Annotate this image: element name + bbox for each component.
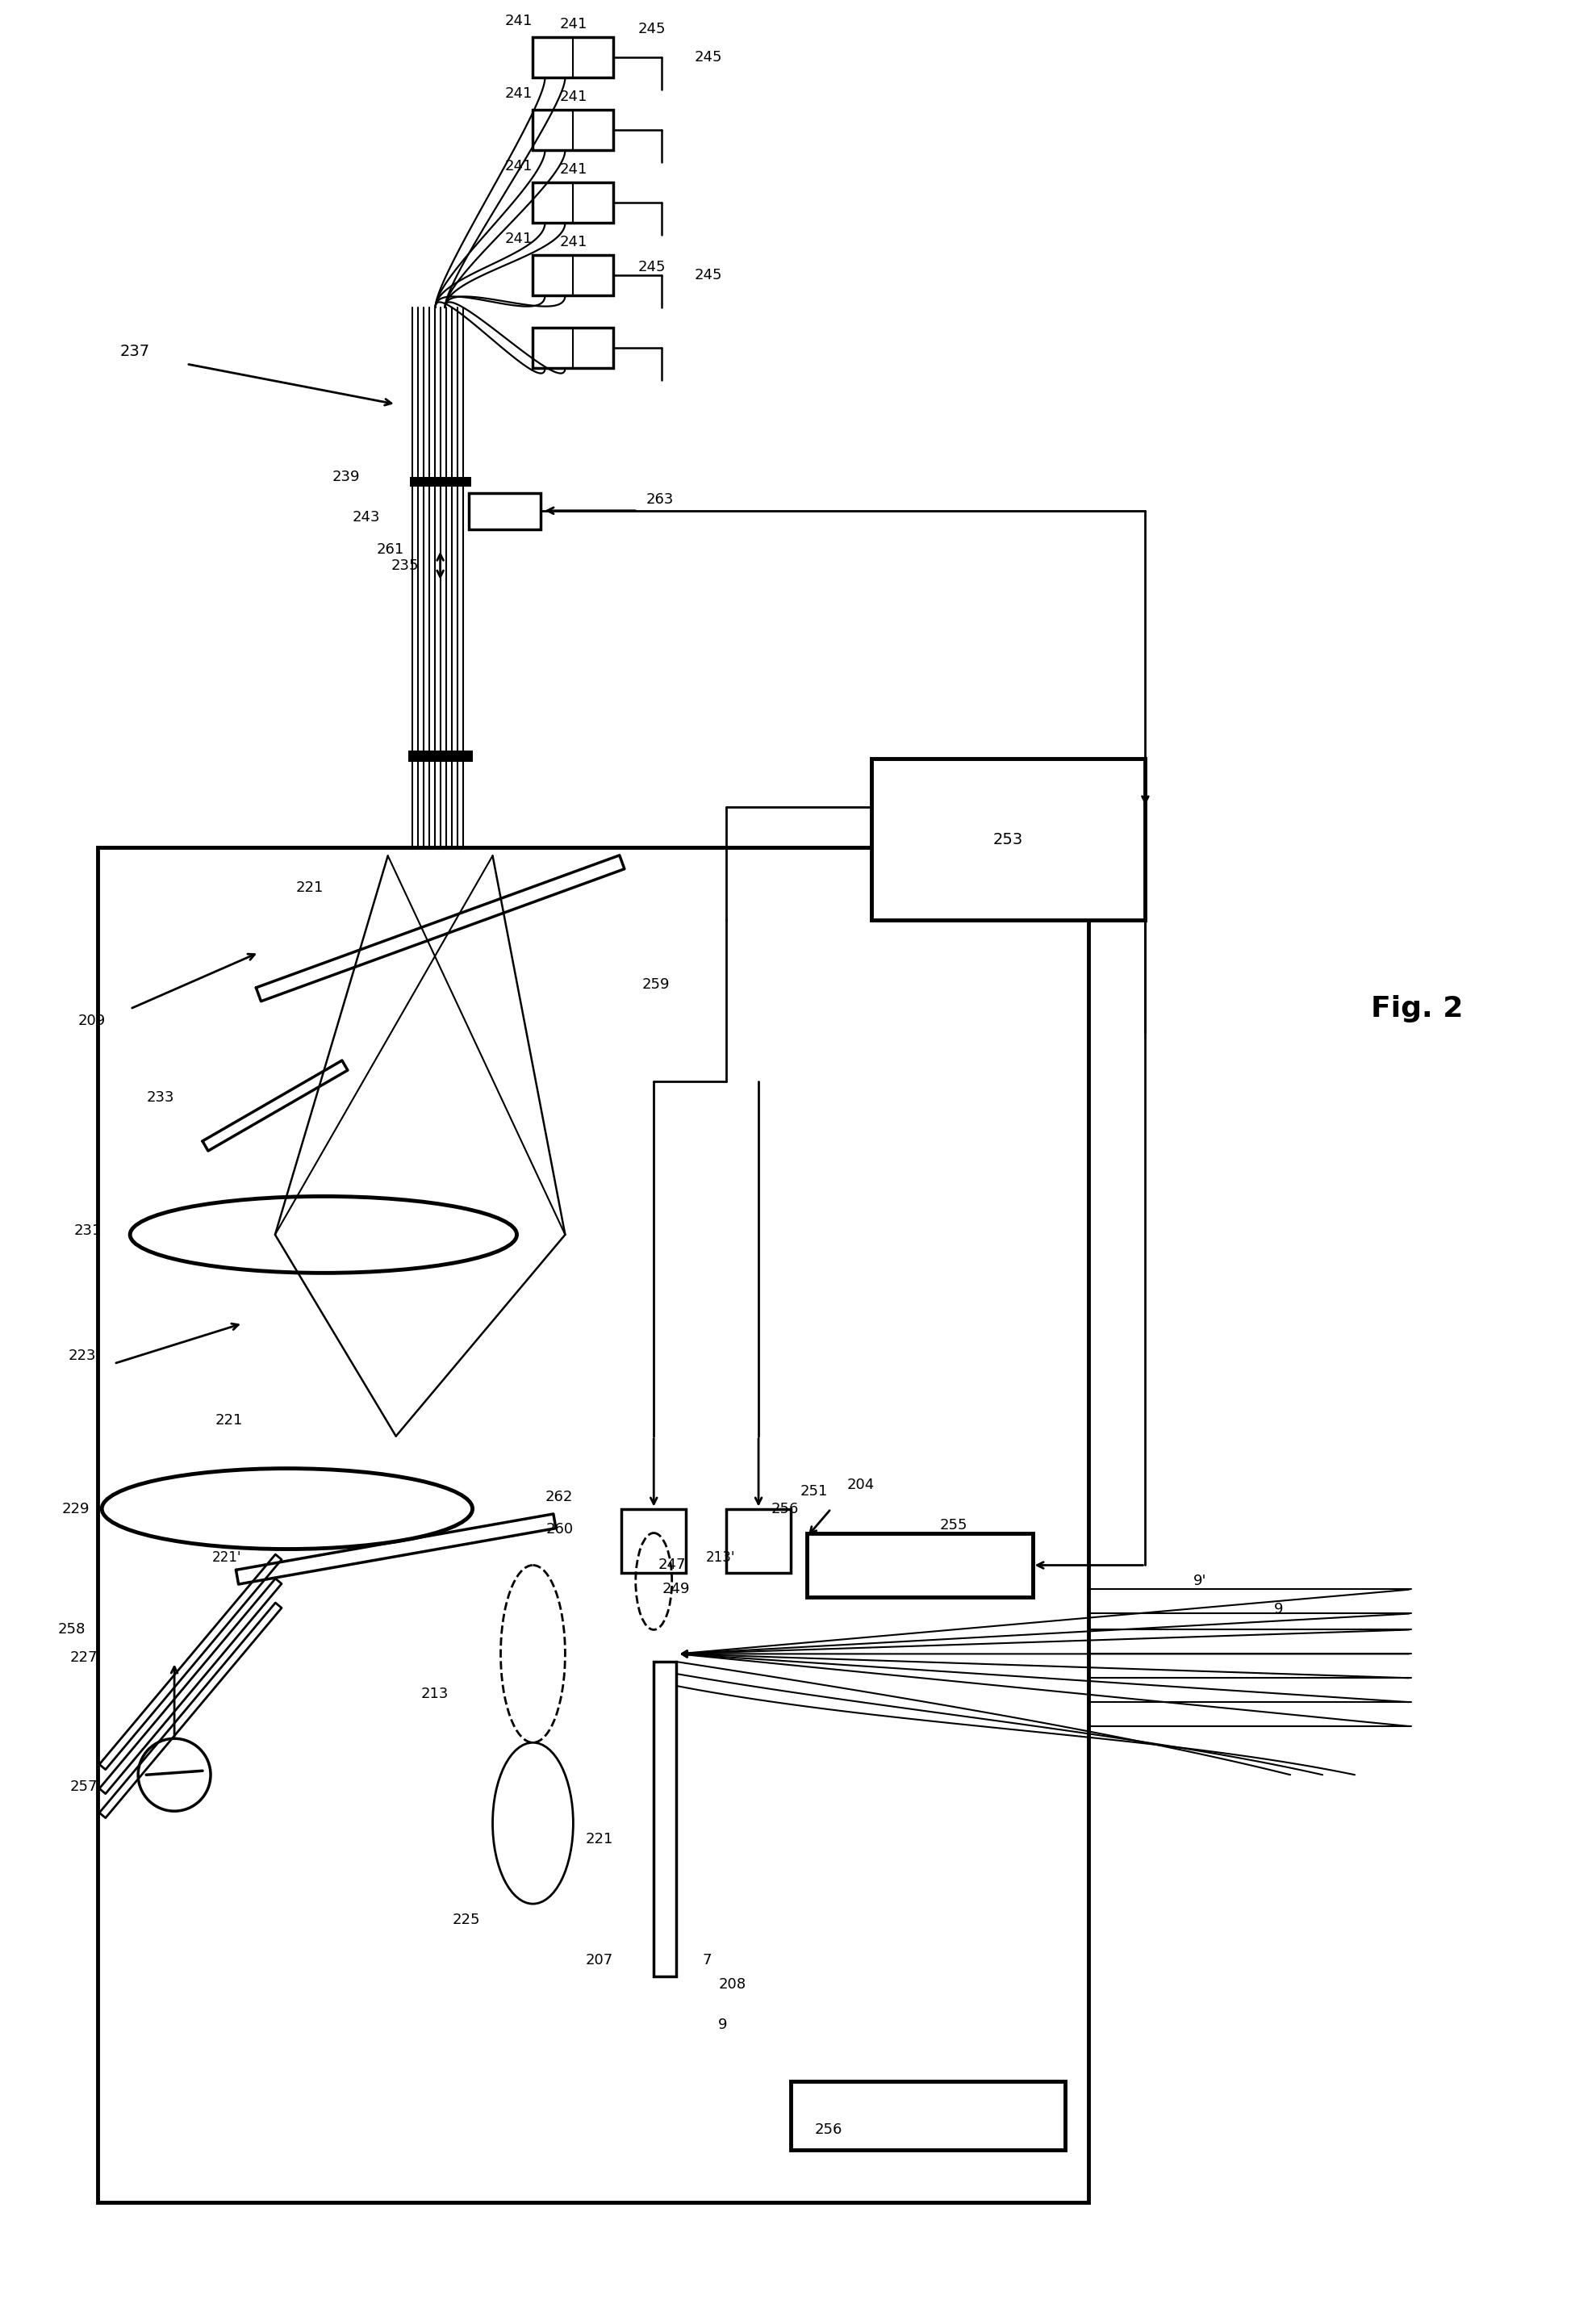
Bar [621,1509,686,1573]
Text: 245: 245 [694,51,721,64]
Text: 221: 221 [586,1833,613,1847]
Text: 213: 213 [421,1686,448,1702]
Text: 229: 229 [62,1502,89,1516]
Text: 263: 263 [646,492,674,506]
Text: 241: 241 [504,87,533,101]
Bar [871,759,1146,920]
Text: 256: 256 [816,2123,843,2137]
Text: 241: 241 [559,90,587,104]
Bar [97,849,1088,2201]
Bar [533,37,613,78]
Text: 262: 262 [546,1490,573,1504]
Bar [654,1663,677,1976]
Bar [726,1509,790,1573]
Text: 253: 253 [993,833,1023,846]
Text: Fig. 2: Fig. 2 [1371,996,1464,1024]
Text: 231: 231 [73,1224,102,1237]
Text: 207: 207 [586,1953,613,1966]
Text: 233: 233 [147,1090,174,1104]
Text: 9': 9' [1194,1573,1207,1589]
Bar [533,255,613,294]
Text: 257: 257 [70,1780,97,1794]
Text: 209: 209 [78,1014,105,1028]
Text: 247: 247 [658,1557,686,1573]
Text: 241: 241 [559,16,587,32]
Text: 235: 235 [391,559,418,573]
Text: 223: 223 [69,1348,96,1364]
Text: 241: 241 [504,14,533,28]
Text: 245: 245 [694,269,721,283]
Bar [533,110,613,150]
Text: 9: 9 [1274,1603,1283,1617]
Text: 241: 241 [504,159,533,175]
Text: 227: 227 [70,1651,97,1665]
Text: 260: 260 [546,1523,573,1536]
Text: 9: 9 [718,2017,728,2031]
Bar [808,1534,1033,1598]
Text: 249: 249 [662,1582,689,1596]
Bar [533,327,613,368]
Bar [410,476,471,488]
Text: 241: 241 [559,163,587,177]
Text: 245: 245 [638,260,666,274]
Text: 251: 251 [801,1484,828,1497]
Text: 221: 221 [295,881,324,895]
Text: 243: 243 [353,511,380,524]
Bar [790,2082,1065,2150]
Text: 255: 255 [940,1518,967,1532]
Text: 237: 237 [120,345,150,359]
Text: 221: 221 [215,1412,243,1428]
Bar [469,492,541,529]
Text: 225: 225 [453,1914,480,1927]
Text: 208: 208 [718,1978,745,1992]
Text: 204: 204 [847,1477,875,1493]
Text: 7: 7 [702,1953,712,1966]
Text: 221': 221' [212,1550,241,1564]
Text: 239: 239 [332,469,359,483]
Text: 261: 261 [377,543,404,557]
Text: 245: 245 [638,23,666,37]
Text: 241: 241 [559,235,587,248]
Text: 256: 256 [771,1502,800,1516]
Bar [533,182,613,223]
Text: 258: 258 [57,1621,86,1638]
Text: 259: 259 [642,978,670,991]
Bar [409,750,472,761]
Text: 213': 213' [705,1550,736,1564]
Text: 241: 241 [504,232,533,246]
